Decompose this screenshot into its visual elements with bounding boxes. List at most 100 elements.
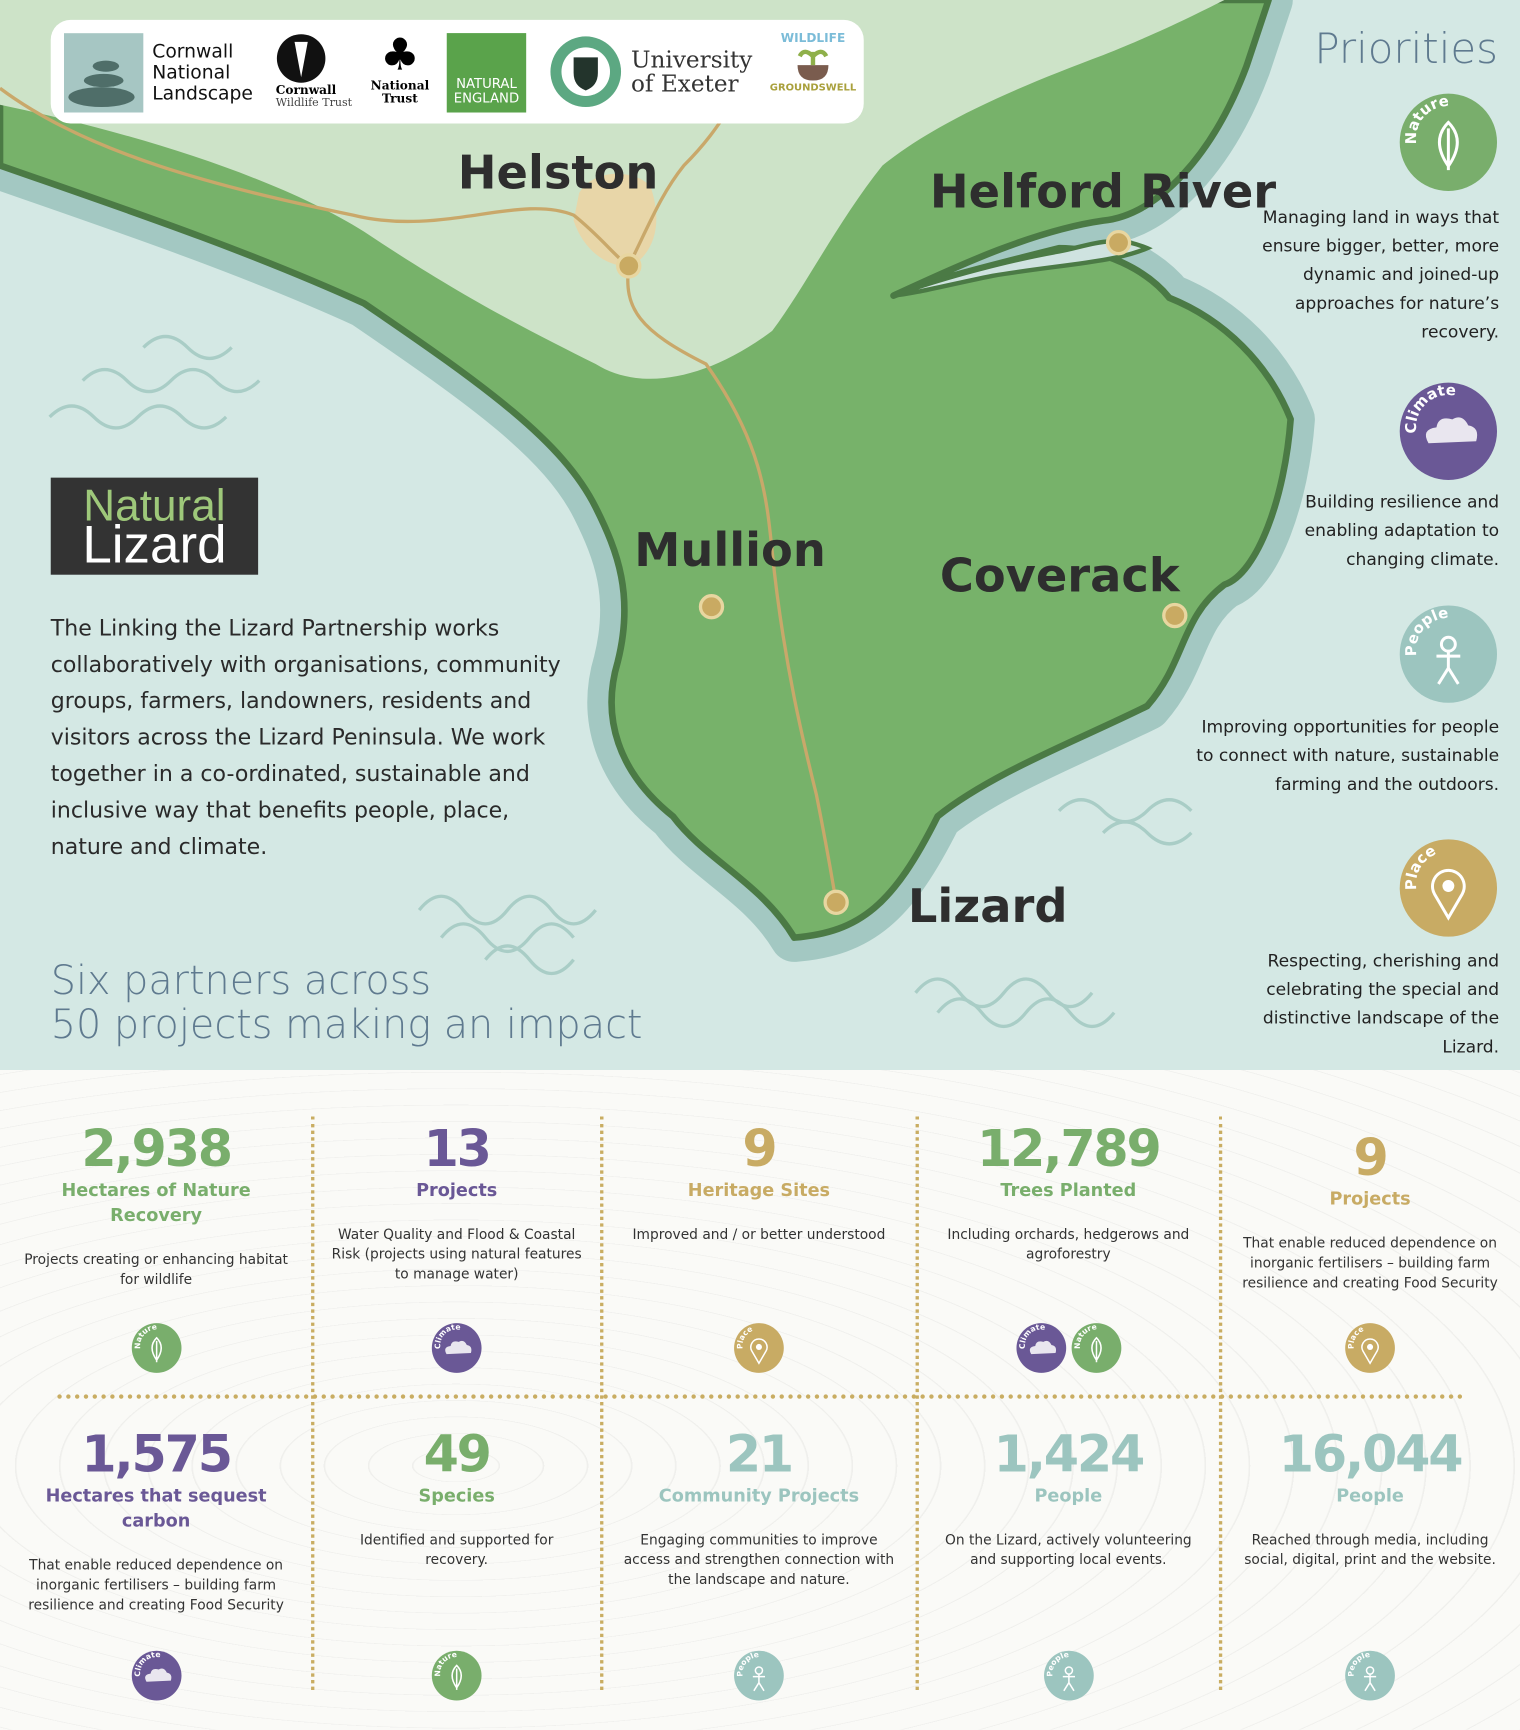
stat-card: 2,938 Hectares of Nature Recovery Projects… [0, 1120, 312, 1374]
stat-card: 1,424 People On the Lizard, actively volun… [917, 1425, 1220, 1701]
stat-description: That enable reduced dependence on inorga… [1242, 1234, 1498, 1291]
stat-description: Engaging communities to improve access a… [623, 1531, 895, 1588]
stat-number: 12,789 [977, 1118, 1162, 1179]
priority-description: Respecting, cherishing and celebrating t… [1262, 950, 1500, 1057]
stat-label: Projects [1329, 1188, 1411, 1209]
stat-card: 21 Community Projects Engaging communities… [601, 1425, 916, 1701]
logo-text: Lizard [82, 516, 227, 575]
partner-logos-bar: Cornwall National Landscape Cornwall Wil… [50, 19, 864, 124]
people-icon: People [734, 1650, 784, 1701]
logo-wildlife-groundswell: WILDLIFE GROUNDSWELL [770, 30, 856, 94]
stats-row: 1,575 Hectares that sequest carbon That en… [0, 1425, 1520, 1701]
stat-icons: People [601, 1650, 916, 1701]
mullion-marker [698, 594, 725, 620]
logo-text: Cornwall [275, 82, 337, 98]
nature-icon: Nature [1399, 92, 1498, 191]
exeter-crest-icon [550, 36, 622, 108]
helston-marker [616, 253, 642, 279]
priority-place: Place [1399, 838, 1498, 942]
nature-icon: Nature [131, 1323, 181, 1373]
town-label-mullion: Mullion [634, 523, 826, 577]
stat-number: 9 [742, 1118, 777, 1179]
stat-number: 1,575 [81, 1424, 233, 1484]
divider [600, 1116, 604, 1690]
roads [0, 86, 838, 903]
stones-icon [63, 33, 144, 113]
stat-icons: Nature [312, 1650, 601, 1701]
priority-nature: Nature [1399, 92, 1498, 197]
stat-icons: People [1220, 1650, 1520, 1701]
stat-number: 13 [423, 1118, 492, 1179]
sprout-icon [797, 49, 829, 81]
stat-number: 1,424 [993, 1424, 1146, 1484]
stat-description: Identified and supported for recovery. [359, 1531, 554, 1568]
divider [311, 1116, 315, 1690]
helford-marker [1105, 229, 1132, 256]
stat-icons: Climate Nature [917, 1323, 1220, 1374]
climate-icon: Climate [131, 1650, 181, 1701]
priority-description: Managing land in ways that ensure bigger… [1262, 207, 1500, 342]
logo-text: NATURAL [456, 76, 517, 92]
priorities-title: Priorities [1314, 24, 1499, 73]
headline: Six partners across 50 projects making a… [50, 958, 643, 1048]
lizard-peninsula-map: Helston Helford River Mullion Coverack L… [0, 0, 1315, 1029]
stat-card: 1,575 Hectares that sequest carbon That en… [0, 1425, 312, 1701]
map-section: Helston Helford River Mullion Coverack L… [0, 0, 1520, 1071]
stat-description: Improved and / or better understood [632, 1225, 886, 1243]
stat-card: 49 Species Identified and supported for re… [312, 1425, 601, 1701]
stat-number: 21 [725, 1424, 794, 1484]
stat-number: 49 [423, 1424, 492, 1484]
natural-lizard-logo: Natural Lizard [50, 477, 259, 575]
climate-icon: Climate [1399, 381, 1498, 480]
logo-text: Trust [382, 91, 418, 106]
priority-description: Improving opportunities for people to co… [1196, 717, 1500, 795]
logo-text: University of Exeter [631, 47, 752, 96]
stat-card: 9 Heritage Sites Improved and / or better … [601, 1120, 916, 1374]
town-label-coverack: Coverack [940, 548, 1181, 602]
wave-decorations [48, 334, 1193, 1029]
logo-university-of-exeter: University of Exeter [549, 35, 752, 108]
stat-label: Hectares of Nature Recovery [61, 1179, 251, 1226]
place-icon: Place [1345, 1323, 1395, 1373]
logo-text: Cornwall National Landscape [152, 40, 253, 105]
logo-natural-england: NATURAL ENGLAND [446, 33, 527, 113]
stat-card: 13 Projects Water Quality and Flood & Coas… [312, 1120, 601, 1374]
stat-label: Projects [416, 1179, 498, 1201]
headline-line: Six partners across [50, 958, 432, 1004]
stat-number: 2,938 [81, 1118, 233, 1179]
nature-icon: Nature [431, 1650, 482, 1701]
divider [915, 1116, 919, 1690]
stat-label: Community Projects [658, 1484, 860, 1506]
people-icon: People [1345, 1650, 1395, 1701]
climate-icon: Climate [1015, 1323, 1066, 1373]
headline-line: 50 projects making an impact [50, 1002, 643, 1048]
stat-label: People [1336, 1484, 1404, 1506]
logo-text: National [370, 78, 430, 93]
stat-label: Heritage Sites [687, 1179, 831, 1201]
priority-description: Building resilience and enabling adaptat… [1304, 491, 1500, 570]
logo-text: ENGLAND [453, 90, 520, 106]
stat-card: 16,044 People Reached through media, inclu… [1220, 1425, 1520, 1701]
logo-text: WILDLIFE [780, 30, 846, 46]
lizard-marker [823, 889, 849, 916]
impact-stats-section: 2,938 Hectares of Nature Recovery Projects… [0, 1070, 1520, 1730]
stat-icons: Place [1220, 1323, 1520, 1374]
stat-number: 16,044 [1278, 1424, 1464, 1484]
town-label-helston: Helston [458, 146, 659, 200]
people-icon: People [1043, 1650, 1094, 1701]
nature-icon: Nature [1071, 1323, 1121, 1373]
stats-row: 2,938 Hectares of Nature Recovery Projects… [0, 1120, 1520, 1374]
helston-town-area [573, 173, 657, 266]
stat-icons: Place [601, 1323, 916, 1374]
stat-icons: Climate [312, 1323, 601, 1374]
badger-icon [276, 34, 326, 83]
logo-text: GROUNDSWELL [769, 82, 857, 94]
oak-leaf-icon: ♣ [380, 29, 420, 81]
stat-icons: Nature [0, 1323, 312, 1374]
intro-paragraph: The Linking the Lizard Partnership works… [50, 614, 561, 860]
priority-climate: Climate [1399, 381, 1498, 486]
people-icon: People [1399, 604, 1498, 703]
stat-label: Species [418, 1484, 495, 1506]
priority-people: People [1399, 604, 1498, 708]
town-label-lizard: Lizard [908, 879, 1068, 933]
